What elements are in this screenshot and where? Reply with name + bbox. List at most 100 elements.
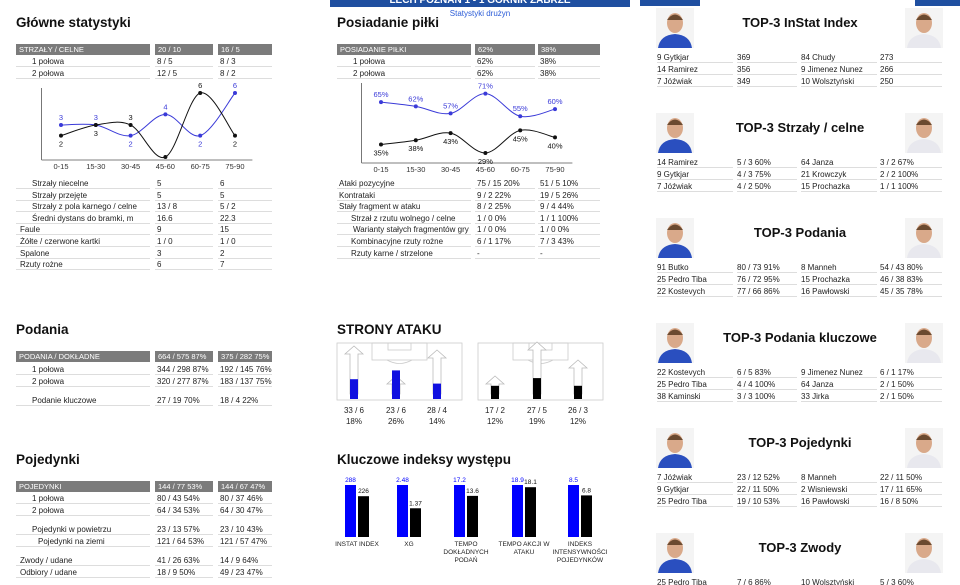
section-title: Podania bbox=[16, 322, 69, 337]
pitch-line bbox=[371, 342, 428, 361]
table-header-cell: 144 / 67 47% bbox=[218, 481, 272, 492]
table-cell: 15 Prochazka bbox=[801, 274, 877, 285]
table-cell: 7 bbox=[218, 259, 272, 271]
table-cell: - bbox=[475, 248, 535, 259]
table-cell: 46 / 38 83% bbox=[880, 274, 942, 285]
table-cell: 18 / 4 22% bbox=[218, 395, 272, 406]
table-cell: 25 Pedro Tiba bbox=[657, 274, 733, 285]
x-tick-label: 15-30 bbox=[86, 162, 105, 171]
table-cell: Strzały niecelne bbox=[16, 178, 150, 189]
table-cell: 6 / 5 83% bbox=[737, 367, 797, 378]
data-point bbox=[198, 133, 203, 138]
table-cell: Kontrataki bbox=[337, 190, 471, 201]
table-cell: 10 Wolsztyński bbox=[801, 577, 877, 585]
bar bbox=[410, 508, 421, 537]
table-cell: Średni dystans do bramki, m bbox=[16, 213, 150, 224]
bar-label: 17.2 bbox=[453, 477, 466, 484]
category-label: TEMPO AKCJI W ATAKU bbox=[498, 541, 550, 556]
table-cell: Spalone bbox=[16, 248, 150, 259]
bar bbox=[525, 487, 536, 537]
table-cell: 320 / 277 87% bbox=[155, 376, 213, 387]
table-cell: 2 / 1 50% bbox=[880, 391, 942, 402]
table-header-cell: PODANIA / DOKŁADNE bbox=[16, 351, 150, 362]
data-label: 3 bbox=[59, 113, 63, 122]
table-cell: 266 bbox=[880, 64, 942, 75]
table-header-cell: 16 / 5 bbox=[218, 44, 272, 55]
player-hair bbox=[667, 329, 683, 335]
table-cell: 6 bbox=[155, 259, 213, 271]
data-point bbox=[163, 155, 168, 159]
x-tick-label: 0-15 bbox=[373, 165, 388, 174]
table-header-cell: 20 / 10 bbox=[155, 44, 213, 55]
table-cell: 9 / 2 22% bbox=[475, 190, 535, 201]
table-cell: 22 / 11 50% bbox=[737, 484, 797, 495]
table-cell: 21 Krowczyk bbox=[801, 169, 877, 180]
data-point bbox=[59, 133, 63, 138]
zone-label: 33 / 6 bbox=[344, 406, 365, 415]
bar bbox=[350, 379, 358, 399]
bar bbox=[397, 485, 408, 537]
table-cell: 14 Ramirez bbox=[657, 64, 733, 75]
section-title: TOP-3 Podania bbox=[753, 225, 847, 240]
bar-label: 6.8 bbox=[582, 487, 591, 494]
player-hair bbox=[667, 14, 683, 20]
zone-share: 19% bbox=[529, 417, 545, 426]
table-cell: 3 / 3 100% bbox=[737, 391, 797, 402]
section-title: Kluczowe indeksy występu bbox=[337, 452, 512, 467]
table-cell: 250 bbox=[880, 76, 942, 87]
table-cell: 16 / 8 50% bbox=[880, 496, 942, 507]
table-cell: 45 / 35 78% bbox=[880, 286, 942, 297]
table-cell: 1 / 1 100% bbox=[538, 213, 600, 224]
table-cell: 15 Prochazka bbox=[801, 181, 877, 192]
table-cell: 369 bbox=[737, 52, 797, 63]
section-title: TOP-3 Strzały / celne bbox=[735, 120, 865, 135]
table-cell: 16.6 bbox=[155, 213, 213, 224]
zone-label: 26 / 3 bbox=[568, 406, 589, 415]
bar bbox=[581, 495, 592, 537]
data-label: 43% bbox=[443, 137, 458, 146]
table-cell: 1 połowa bbox=[16, 493, 150, 504]
data-label: 55% bbox=[513, 104, 528, 113]
x-tick-label: 45-60 bbox=[156, 162, 175, 171]
table-cell: 9 / 4 44% bbox=[538, 201, 600, 213]
table-cell: 15 bbox=[218, 224, 272, 236]
x-tick-label: 45-60 bbox=[476, 165, 495, 174]
table-cell: 3 / 2 67% bbox=[880, 157, 942, 168]
player-hair bbox=[916, 539, 932, 545]
player-shirt bbox=[658, 139, 692, 153]
x-tick-label: 30-45 bbox=[441, 165, 460, 174]
data-point bbox=[379, 100, 383, 105]
table-cell: 19 / 10 53% bbox=[737, 496, 797, 507]
table-cell: 38% bbox=[538, 56, 600, 67]
table-cell: 8 Manneh bbox=[801, 472, 877, 483]
table-cell: Zwody / udane bbox=[16, 555, 150, 566]
table-cell: 121 / 64 53% bbox=[155, 536, 213, 547]
data-label: 40% bbox=[547, 141, 562, 150]
bar bbox=[568, 485, 579, 537]
table-header-cell: POSIADANIE PIŁKI bbox=[337, 44, 471, 55]
x-tick-label: 60-75 bbox=[191, 162, 210, 171]
table-cell: 192 / 145 76% bbox=[218, 365, 272, 375]
table-cell: 9 Gytkjar bbox=[657, 169, 733, 180]
table-cell: 14 / 9 64% bbox=[218, 555, 272, 566]
table-cell: Faule bbox=[16, 224, 150, 236]
table-cell: 183 / 137 75% bbox=[218, 376, 272, 387]
table-header-cell: STRZAŁY / CELNE bbox=[16, 44, 150, 55]
table-header-cell: 38% bbox=[538, 44, 600, 55]
data-point bbox=[518, 114, 523, 119]
zone-label: 27 / 5 bbox=[527, 406, 548, 415]
table-cell: 5 / 3 60% bbox=[880, 577, 942, 585]
table-cell: 1 połowa bbox=[16, 364, 150, 375]
section-title: Główne statystyki bbox=[16, 15, 131, 30]
table-cell: 8 / 3 bbox=[218, 56, 272, 67]
x-tick-label: 0-15 bbox=[53, 162, 68, 171]
data-label: 4 bbox=[163, 102, 167, 111]
table-cell: Pojedynki na ziemi bbox=[16, 536, 150, 547]
table-cell: 13 / 8 bbox=[155, 201, 213, 213]
table-cell: 14 Ramirez bbox=[657, 157, 733, 168]
bar-label: 8.5 bbox=[569, 477, 578, 484]
table-cell: 7 Jóźwiak bbox=[657, 76, 733, 87]
data-label: 38% bbox=[408, 144, 423, 153]
player-shirt bbox=[658, 34, 692, 48]
table-cell: 16 Pawłowski bbox=[801, 496, 877, 507]
